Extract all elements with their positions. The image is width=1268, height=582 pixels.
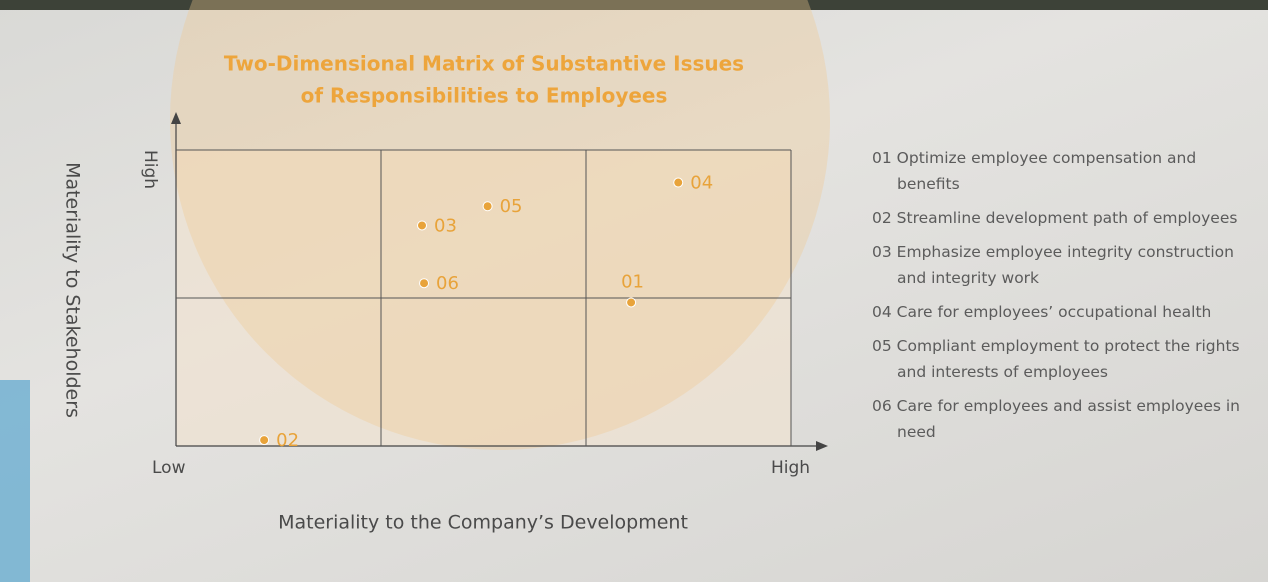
legend-item: 01 Optimize employee compensation and be… [872,145,1247,197]
point-label: 03 [434,215,457,236]
photo-person [0,380,30,582]
legend-text: Care for employees and assist employees … [897,397,1240,441]
legend-text: Optimize employee compensation and benef… [897,149,1197,193]
legend-number: 04 [872,303,892,321]
point [260,436,269,445]
legend-number: 06 [872,397,892,415]
y-tick-label: High [140,150,160,189]
point [674,178,683,187]
point-label: 06 [436,273,459,294]
legend-number: 03 [872,243,892,261]
point [420,279,429,288]
page: Two-Dimensional Matrix of Substantive Is… [0,0,1268,582]
chart-title: Two-Dimensional Matrix of Substantive Is… [224,52,744,76]
legend-number: 01 [872,149,892,167]
legend-item: 05 Compliant employment to protect the r… [872,333,1247,385]
legend-number: 02 [872,209,892,227]
x-axis-label: Materiality to the Company’s Development [278,512,688,534]
point-label: 01 [621,271,644,292]
legend-text: Compliant employment to protect the righ… [897,337,1240,381]
legend-text: Care for employees’ occupational health [897,303,1212,321]
x-tick-label: Low [152,458,186,478]
x-tick-label: High [771,458,810,478]
x-arrow [816,441,828,451]
point [483,202,492,211]
legend-item: 03 Emphasize employee integrity construc… [872,239,1247,291]
point-label: 04 [690,173,713,194]
point-label: 05 [500,196,523,217]
legend-text: Streamline development path of employees [897,209,1238,227]
point-label: 02 [276,430,299,451]
y-axis-label: Materiality to Stakeholders [62,162,84,418]
legend-number: 05 [872,337,892,355]
legend-item: 04 Care for employees’ occupational heal… [872,299,1247,325]
legend-item: 06 Care for employees and assist employe… [872,393,1247,445]
legend-text: Emphasize employee integrity constructio… [897,243,1234,287]
point [418,221,427,230]
chart-title: of Responsibilities to Employees [301,84,668,108]
point [627,298,636,307]
legend-item: 02 Streamline development path of employ… [872,205,1247,231]
legend: 01 Optimize employee compensation and be… [872,145,1247,453]
